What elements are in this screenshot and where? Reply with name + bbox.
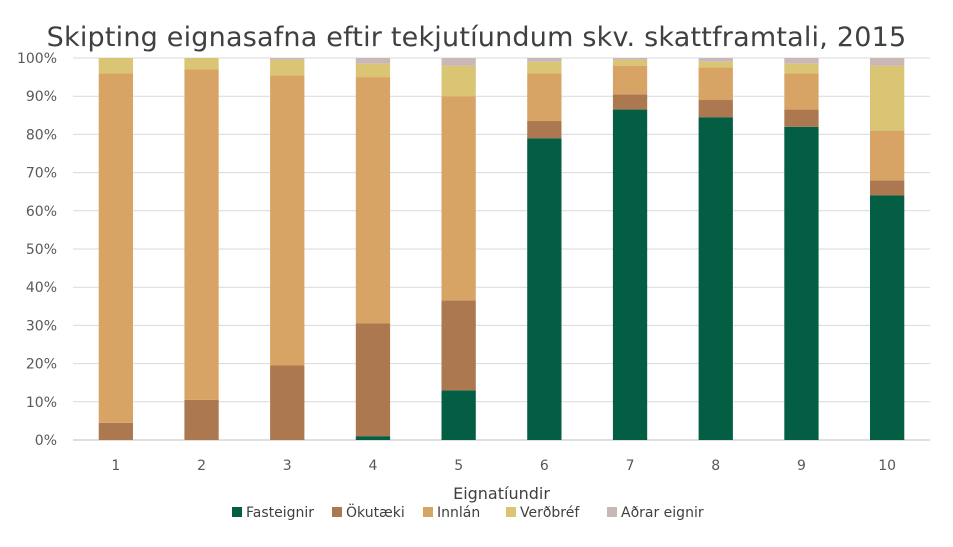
x-tick-label: 6 (540, 458, 549, 474)
y-tick-label: 60% (26, 204, 57, 220)
bar-segment (612, 94, 648, 110)
bar-segment (355, 77, 391, 324)
bar-segment (355, 63, 391, 78)
bar-segment (441, 58, 476, 66)
bar-segment (527, 58, 562, 62)
y-tick-label: 40% (26, 280, 57, 296)
bar-segment (355, 436, 391, 440)
bar-segment (270, 365, 305, 440)
x-tick-label: 1 (111, 458, 120, 474)
bar-segment (527, 73, 562, 122)
y-axis-ticks: 0% 10% 20% 30% 40% 50% 60% 70% 80% 90% 100% (17, 51, 57, 449)
bar-segment (612, 65, 648, 95)
y-tick-label: 90% (26, 89, 57, 105)
bar-segment (784, 109, 819, 127)
bar-segment (184, 399, 219, 440)
bar-segment (870, 58, 905, 66)
bar-segment (441, 390, 476, 440)
bar-segment (698, 67, 733, 101)
x-tick-label: 10 (878, 458, 896, 474)
x-tick-label: 3 (283, 458, 292, 474)
bar-segment (870, 130, 905, 181)
bar-segment (527, 121, 562, 139)
x-axis-ticks: 1 2 3 4 5 6 7 8 9 10 (111, 458, 896, 474)
y-tick-label: 70% (26, 166, 57, 182)
bar-segment (870, 195, 905, 440)
y-tick-label: 80% (26, 127, 57, 143)
x-tick-label: 4 (368, 458, 377, 474)
y-tick-label: 0% (35, 433, 57, 449)
chart-title: Skipting eignasafna eftir tekjutíundum s… (46, 22, 907, 53)
x-tick-label: 7 (626, 458, 635, 474)
x-tick-label: 8 (711, 458, 720, 474)
bar-segment (612, 58, 648, 60)
bar-segment (270, 59, 305, 76)
bar-segment (441, 65, 476, 97)
y-tick-label: 30% (26, 318, 57, 334)
bar-segment (698, 100, 733, 118)
legend-label: Innlán (437, 505, 480, 521)
x-tick-label: 9 (797, 458, 806, 474)
bar-segment (355, 323, 391, 437)
legend-swatch (506, 507, 516, 517)
x-tick-label: 2 (197, 458, 206, 474)
bar-segment (270, 75, 305, 366)
y-tick-label: 20% (26, 357, 57, 373)
bar-segment (784, 126, 819, 440)
bar-segment (870, 65, 905, 131)
bar-segment (784, 58, 819, 64)
y-tick-label: 100% (17, 51, 57, 67)
bar-segment (98, 422, 133, 440)
legend-label: Ökutæki (346, 503, 405, 521)
legend-label: Verðbréf (520, 505, 580, 521)
bar-segment (270, 58, 305, 60)
bar-segment (698, 117, 733, 441)
bar-segment (98, 58, 133, 74)
bar-segment (184, 69, 219, 400)
bar-segment (355, 58, 391, 64)
legend: Fasteignir Ökutæki Innlán Verðbréf Aðrar eig… (232, 503, 704, 521)
legend-label: Fasteignir (246, 505, 314, 521)
bar-segment (698, 61, 733, 68)
bar-segment (527, 61, 562, 74)
legend-swatch (232, 507, 242, 517)
legend-label: Aðrar eignir (621, 505, 704, 521)
x-axis-title: Eignatíundir (453, 484, 550, 503)
bar-segment (98, 73, 133, 423)
bar-segment (441, 300, 476, 391)
bar-segment (441, 96, 476, 301)
bar-segment (784, 63, 819, 74)
legend-swatch (423, 507, 433, 517)
legend-swatch (332, 507, 342, 517)
y-tick-label: 50% (26, 242, 57, 258)
bar-segment (870, 180, 905, 196)
x-tick-label: 5 (454, 458, 463, 474)
bar-segment (698, 58, 733, 62)
bar-segment (612, 59, 648, 66)
y-tick-label: 10% (26, 395, 57, 411)
bars (98, 58, 905, 441)
bar-segment (527, 138, 562, 440)
bar-segment (612, 109, 648, 440)
legend-swatch (607, 507, 617, 517)
bar-segment (784, 73, 819, 110)
bar-segment (184, 58, 219, 70)
